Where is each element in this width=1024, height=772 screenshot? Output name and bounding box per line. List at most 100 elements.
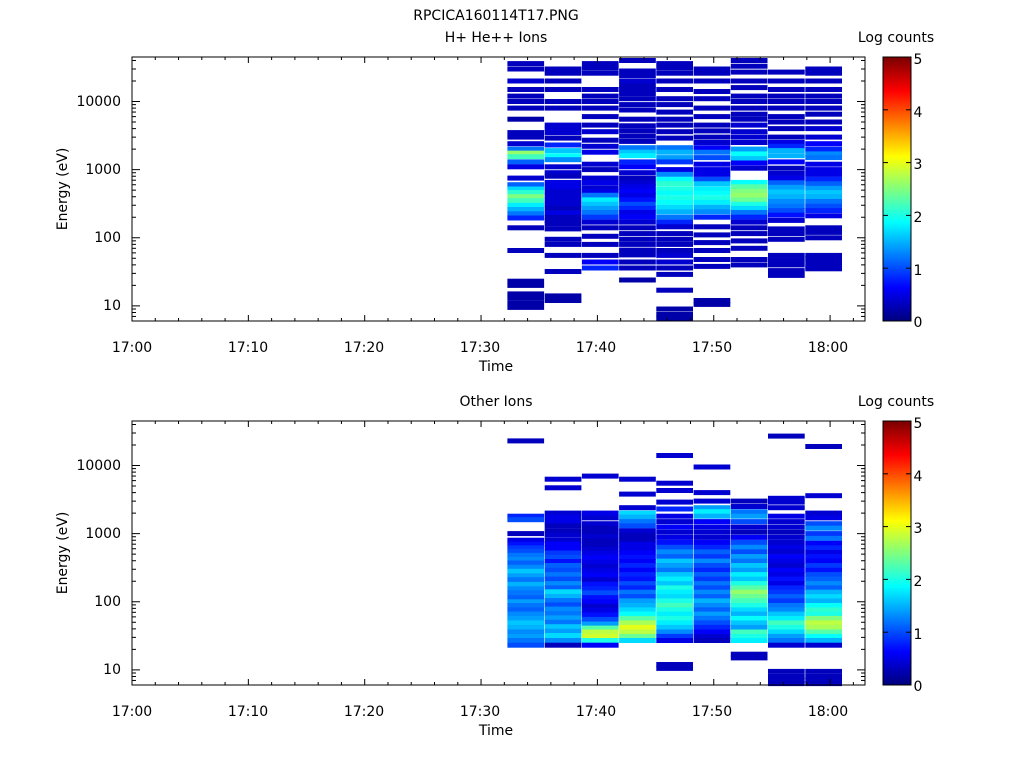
colorbar-swatch (883, 103, 911, 106)
colorbar-swatch (883, 167, 911, 170)
heatmap-cell (619, 184, 656, 190)
heatmap-cell (693, 549, 731, 555)
heatmap-cell (768, 134, 805, 140)
colorbar-swatch (883, 471, 911, 474)
heatmap-cell (656, 129, 693, 135)
heatmap-cell (581, 577, 619, 583)
colorbar-tick-label: 5 (914, 416, 923, 432)
heatmap-cell (656, 214, 693, 220)
colorbar-swatch (883, 63, 911, 66)
colorbar-swatch (883, 593, 911, 596)
heatmap-cell (656, 513, 693, 519)
heatmap-cell (544, 217, 582, 223)
colorbar-swatch (883, 589, 911, 592)
heatmap-cell (768, 208, 805, 214)
colorbar-swatch (883, 649, 911, 652)
colorbar-swatch (883, 491, 911, 494)
heatmap-cell (730, 205, 768, 211)
heatmap-cell (693, 176, 731, 182)
heatmap-cell (581, 581, 619, 587)
heatmap-cell (730, 231, 768, 237)
heatmap-cell (544, 197, 582, 203)
heatmap-cell (768, 540, 805, 545)
heatmap-cell (656, 287, 693, 293)
heatmap-cell (730, 651, 768, 657)
heatmap-cell (693, 301, 731, 307)
heatmap-cell (544, 528, 582, 534)
axis-ticks (131, 57, 865, 322)
heatmap-cell (619, 78, 656, 84)
heatmap-cell (656, 506, 693, 512)
colorbar-swatch (883, 225, 911, 228)
heatmap-cell (693, 513, 731, 519)
colorbar-tick-label: 3 (914, 157, 923, 173)
heatmap-cell (544, 567, 582, 573)
heatmap-cell (805, 629, 842, 635)
heatmap-cell (730, 85, 768, 91)
heatmap-cell (619, 214, 656, 220)
colorbar-tick-label: 5 (914, 52, 923, 68)
colorbar-swatch (883, 247, 911, 250)
colorbar-swatch (883, 629, 911, 632)
heatmap-cell (619, 197, 656, 203)
heatmap-cell (656, 633, 693, 639)
heatmap-cell (730, 607, 768, 613)
heatmap-cell (693, 638, 731, 643)
colorbar-swatch (883, 505, 911, 508)
heatmap-cell (768, 495, 805, 501)
colorbar-swatch (883, 121, 911, 124)
colorbar-swatch (883, 265, 911, 268)
colorbar-swatch (883, 615, 911, 618)
heatmap-cell (581, 214, 619, 220)
heatmap-cell (693, 181, 731, 187)
heatmap-cell (805, 66, 842, 72)
heatmap-cell (656, 252, 693, 258)
heatmap-cell (693, 78, 731, 84)
heatmap-cell (693, 544, 731, 550)
heatmap-cell (619, 170, 656, 176)
heatmap-cell (507, 198, 545, 204)
heatmap-cell (656, 116, 693, 122)
heatmap-cell (656, 236, 693, 242)
colorbar-swatch (883, 57, 911, 60)
colorbar-swatch (883, 293, 911, 296)
heatmap-cell (805, 235, 842, 241)
colorbar-swatch (883, 633, 911, 636)
heatmap-cell (805, 266, 842, 272)
heatmap-cell (619, 533, 656, 538)
heatmap-cell (693, 161, 731, 167)
heatmap-cell (544, 226, 582, 232)
heatmap-cell (619, 537, 656, 543)
heatmap-cell (730, 192, 768, 198)
heatmap-cell (619, 91, 656, 97)
heatmap-cell (507, 99, 545, 104)
colorbar-swatch (883, 607, 911, 610)
heatmap-cell (656, 603, 693, 608)
heatmap-cell (768, 615, 805, 621)
colorbar-swatch (883, 445, 911, 448)
colorbar-swatch (883, 233, 911, 236)
heatmap-cell (730, 558, 768, 564)
heatmap-cell (805, 598, 842, 604)
heatmap-cell (805, 589, 842, 595)
heatmap-cell (507, 595, 545, 601)
colorbar-swatch (883, 421, 911, 424)
heatmap-cell (619, 201, 656, 207)
heatmap-cell (656, 96, 693, 102)
heatmap-cell (656, 61, 693, 67)
colorbar-swatch (883, 539, 911, 542)
colorbar-swatch (883, 565, 911, 568)
heatmap-cell (730, 78, 768, 84)
heatmap-cell (619, 107, 656, 113)
heatmap-cell (768, 143, 805, 149)
heatmap-cell (544, 593, 582, 599)
heatmap-cell (693, 149, 731, 155)
heatmap-cell (544, 642, 582, 648)
heatmap-cell (693, 490, 731, 496)
heatmap-cell (619, 102, 656, 108)
heatmap-cell (581, 603, 619, 609)
heatmap-cell (656, 615, 693, 621)
heatmap-cell (730, 589, 768, 595)
heatmap-cell (507, 611, 545, 617)
